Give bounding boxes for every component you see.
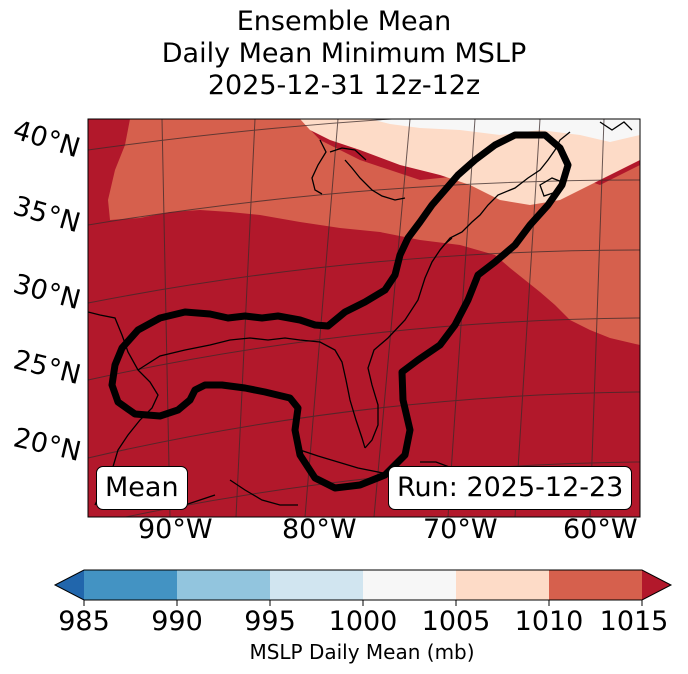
chart-title: Ensemble Mean Daily Mean Minimum MSLP 20…	[0, 6, 688, 102]
lon-label-70w: 70°W	[423, 514, 498, 545]
colorbar	[53, 569, 673, 606]
run-date-box: Run: 2025-12-23	[388, 466, 633, 510]
colorbar-tick-1000: 1000	[328, 606, 398, 637]
colorbar-tick-995: 995	[244, 606, 296, 637]
title-line-1: Ensemble Mean	[236, 6, 452, 37]
lon-label-90w: 90°W	[138, 514, 213, 545]
colorbar-swatch-1000-1005	[363, 570, 456, 600]
colorbar-extend-high	[642, 570, 671, 600]
title-line-2: Daily Mean Minimum MSLP	[161, 38, 527, 69]
lon-label-60w: 60°W	[563, 514, 638, 545]
mean-label-box: Mean	[96, 466, 188, 510]
colorbar-swatch-1005-1010	[456, 570, 549, 600]
map-area	[88, 119, 640, 517]
colorbar-label: MSLP Daily Mean (mb)	[249, 640, 475, 664]
lon-label-80w: 80°W	[282, 514, 357, 545]
lon-line-60	[589, 119, 605, 517]
colorbar-swatch-995-1000	[270, 570, 363, 600]
lat-line-30	[88, 249, 640, 304]
colorbar-tick-985: 985	[58, 606, 110, 637]
colorbar-tick-marks	[83, 600, 643, 606]
lon-line-80	[304, 119, 339, 517]
colorbar-tick-1010: 1010	[514, 606, 584, 637]
coastlines	[88, 121, 633, 506]
pressure-band-1000-1005	[370, 119, 640, 142]
lon-line-65	[514, 119, 541, 517]
colorbar-tick-990: 990	[151, 606, 203, 637]
colorbar-tick-1005: 1005	[421, 606, 491, 637]
lat-line-40	[88, 119, 399, 151]
colorbar-swatch-1010-1015	[549, 570, 642, 600]
map-frame	[87, 118, 641, 518]
title-line-3: 2025-12-31 12z-12z	[207, 70, 481, 101]
lat-line-20	[88, 391, 640, 459]
colorbar-swatch-985-990	[84, 570, 177, 600]
lat-line-25	[88, 317, 640, 381]
colorbar-tick-1015: 1015	[599, 606, 669, 637]
lon-line-75	[373, 119, 411, 517]
colorbar-extend-low	[55, 570, 84, 600]
pressure-contour-outline	[108, 131, 572, 492]
colorbar-swatch-990-995	[177, 570, 270, 600]
